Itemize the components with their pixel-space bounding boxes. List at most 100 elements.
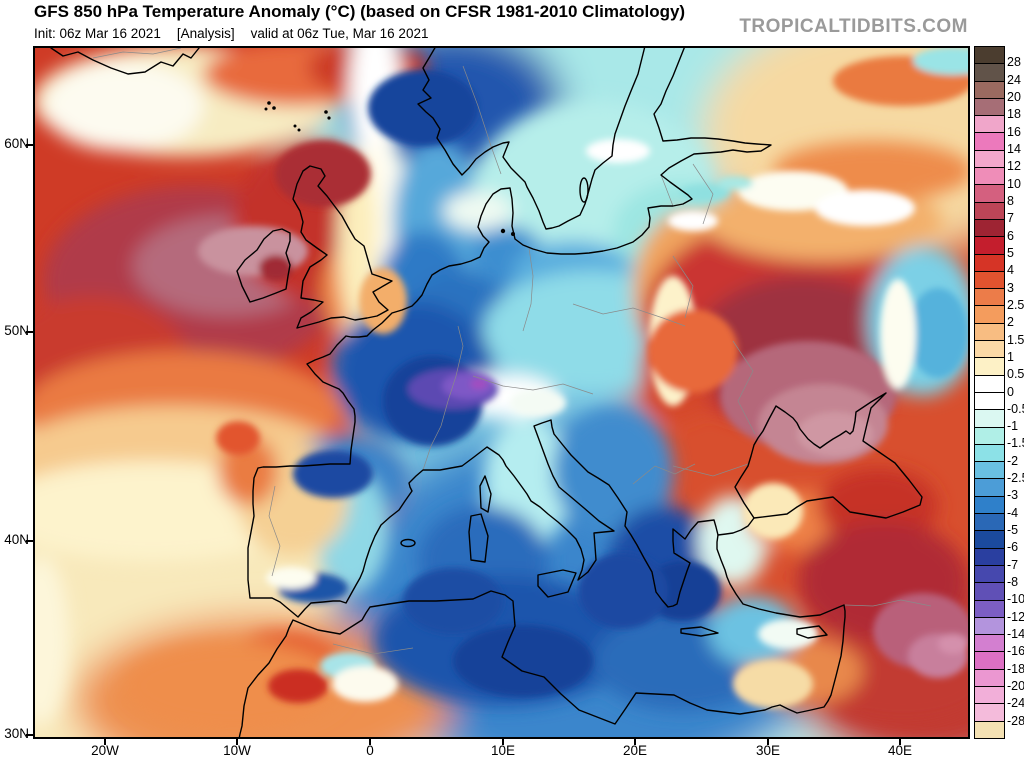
- colorbar-tick-label: 24: [1007, 72, 1021, 87]
- colorbar-segment: [975, 374, 1004, 392]
- coast-baltic-westeurope-iberia: [247, 45, 772, 618]
- colorbar-segment: [975, 288, 1004, 306]
- colorbar-segment: [975, 305, 1004, 323]
- colorbar-segment: [975, 685, 1004, 704]
- colorbar-labels: 28 24 20 18 16 14 12 10 8 7 6 5 4 3 2.5 2 1.5 1 0.5 0 -0.5 -1…: [1007, 46, 1024, 739]
- colorbar-segment: [975, 184, 1004, 202]
- colorbar-tick-label: 14: [1007, 141, 1021, 156]
- lat-tick-label: 30N: [4, 726, 29, 741]
- map-border: [33, 46, 970, 739]
- colorbar-tick-label: 3: [1007, 280, 1014, 295]
- anomaly-blob: [453, 625, 593, 697]
- lon-tick: [502, 739, 504, 745]
- colorbar-segment: [975, 236, 1004, 254]
- colorbar-tick-label: -6: [1007, 540, 1019, 555]
- colorbar-segment: [975, 651, 1004, 669]
- colorbar-segment: [975, 253, 1004, 271]
- lon-tick: [104, 739, 106, 745]
- lat-tick-label: 50N: [4, 323, 29, 338]
- anomaly-blob: [368, 70, 478, 146]
- anomaly-blob: [553, 406, 673, 536]
- anomaly-blob: [743, 483, 803, 539]
- colorbar-segment: [975, 461, 1004, 479]
- anomaly-blob: [815, 190, 915, 226]
- colorbar-segment: [975, 443, 1004, 462]
- lat-tick: [26, 144, 33, 146]
- colorbar-segment: [975, 201, 1004, 219]
- coast-great-britain: [292, 165, 393, 329]
- colorbar-segment: [975, 391, 1004, 410]
- colorbar-segment: [975, 513, 1004, 531]
- colorbar-tick-label: -10: [1007, 592, 1024, 607]
- colorbar-segment: [975, 167, 1004, 185]
- anomaly-blob: [717, 176, 753, 190]
- anomaly-blob: [797, 412, 873, 456]
- colorbar-segment: [975, 495, 1004, 514]
- colorbar-tick-label: -12: [1007, 609, 1024, 624]
- lat-tick: [26, 540, 33, 542]
- anomaly-blob: [938, 634, 968, 654]
- colorbar-tick-label: -3: [1007, 488, 1019, 503]
- colorbar-segment: [975, 409, 1004, 427]
- lon-tick: [899, 739, 901, 745]
- init-time: Init: 06z Mar 16 2021: [34, 26, 161, 41]
- colorbar-tick-label: -0.5: [1007, 401, 1024, 416]
- colorbar-segment: [975, 322, 1004, 341]
- colorbar-segment: [975, 426, 1004, 444]
- coast-corsica: [479, 475, 492, 513]
- anomaly-blob: [403, 568, 503, 634]
- lon-tick-label: 20E: [622, 743, 648, 757]
- coast-gotland: [579, 177, 589, 203]
- colorbar-segment: [975, 97, 1004, 116]
- anomaly-blob: [578, 553, 668, 629]
- watermark-tropicaltidbits: TROPICALTIDBITS.COM: [739, 16, 968, 37]
- anomaly-blob: [123, 641, 343, 731]
- anomaly-blob: [733, 660, 813, 708]
- colorbar-tick-label: -2: [1007, 453, 1019, 468]
- colorbar-segment: [975, 47, 1004, 64]
- colorbar-tick-label: 2.5: [1007, 297, 1024, 312]
- colorbar-tick-label: 6: [1007, 228, 1014, 243]
- anomaly-blob: [332, 666, 398, 702]
- anomaly-blob: [668, 211, 718, 231]
- colorbar-tick-label: 18: [1007, 107, 1021, 122]
- anomaly-blob: [648, 309, 738, 393]
- colorbar-segment: [975, 616, 1004, 635]
- colorbar-segment: [975, 218, 1004, 237]
- lon-tick-label: 10E: [490, 743, 516, 757]
- coast-iceland: [50, 47, 200, 75]
- coast-mallorca: [400, 538, 416, 548]
- colorbar-segment: [975, 530, 1004, 548]
- analysis-tag: [Analysis]: [176, 26, 235, 41]
- colorbar-tick-label: -14: [1007, 627, 1024, 642]
- colorbar-segment: [975, 703, 1004, 721]
- colorbar-segment: [975, 149, 1004, 168]
- lat-tick: [26, 331, 33, 333]
- page-title: GFS 850 hPa Temperature Anomaly (°C) (ba…: [34, 2, 686, 21]
- lon-tick-label: 20W: [91, 743, 119, 757]
- colorbar-tick-label: -24: [1007, 696, 1024, 711]
- anomaly-blob: [216, 421, 260, 455]
- coast-sardinia: [468, 513, 489, 563]
- anomaly-blob: [758, 619, 818, 649]
- colorbar-tick-label: -28: [1007, 713, 1024, 728]
- colorbar-tick-label: 8: [1007, 193, 1014, 208]
- colorbar-tick-label: 10: [1007, 176, 1021, 191]
- lat-tick-label: 40N: [4, 532, 29, 547]
- lon-tick-label: 0: [366, 743, 374, 757]
- anomaly-blob: [908, 288, 968, 378]
- colorbar-tick-label: -7: [1007, 557, 1019, 572]
- anomaly-blob: [293, 450, 373, 498]
- colorbar-tick-label: 0.5: [1007, 367, 1024, 382]
- colorbar-tick-label: 12: [1007, 159, 1021, 174]
- lon-tick: [369, 739, 371, 745]
- anomaly-blob: [259, 255, 293, 281]
- anomaly-blob: [275, 141, 371, 207]
- colorbar-tick-label: 28: [1007, 55, 1021, 70]
- colorbar-tick-label: -16: [1007, 644, 1024, 659]
- colorbar-segment: [975, 668, 1004, 686]
- colorbar-tick-label: -20: [1007, 679, 1024, 694]
- colorbar-tick-label: 4: [1007, 263, 1014, 278]
